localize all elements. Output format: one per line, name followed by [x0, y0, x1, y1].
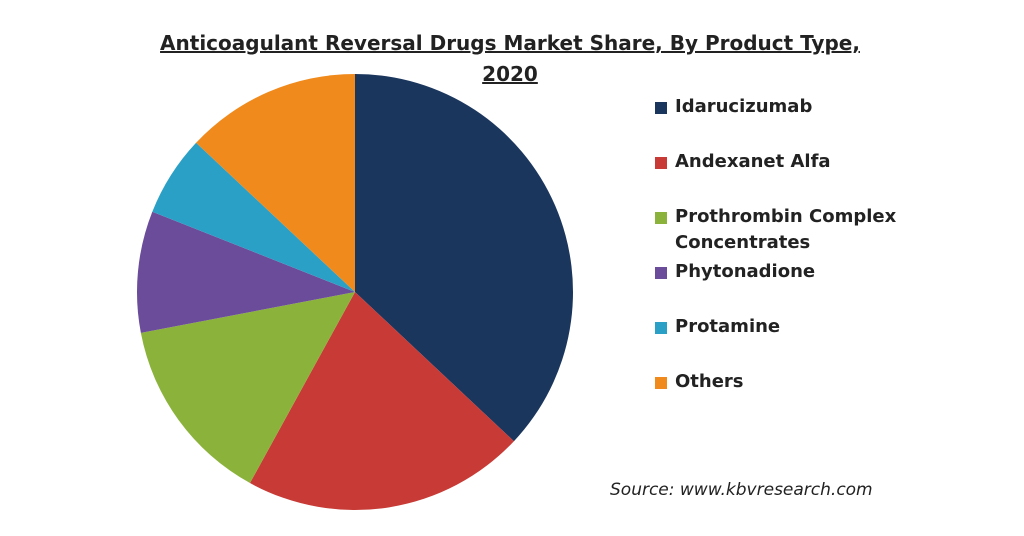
legend-swatch: [655, 377, 667, 389]
legend-item: Prothrombin Complex Concentrates: [655, 204, 955, 256]
pie-slice: [196, 74, 355, 292]
legend-item: Andexanet Alfa: [655, 149, 955, 175]
legend-label: Andexanet Alfa: [675, 151, 831, 172]
legend-swatch: [655, 267, 667, 279]
pie-slice: [355, 74, 573, 442]
source-note: Source: www.kbvresearch.com: [610, 480, 873, 500]
legend-item: Idarucizumab: [655, 94, 955, 120]
legend-swatch: [655, 212, 667, 224]
legend-item: Others: [655, 369, 955, 395]
pie-slice: [140, 292, 355, 484]
legend-item: Phytonadione: [655, 259, 955, 285]
pie-slice: [249, 292, 514, 510]
pie-slice: [152, 142, 355, 292]
legend-label: Protamine: [675, 316, 781, 337]
legend-label: Others: [675, 371, 744, 392]
pie-slice: [137, 211, 355, 333]
legend-swatch: [655, 157, 667, 169]
chart-title: Anticoagulant Reversal Drugs Market Shar…: [160, 31, 860, 86]
legend-label: Idarucizumab: [675, 96, 813, 117]
legend-item: Protamine: [655, 314, 955, 340]
legend-label: Prothrombin Complex Concentrates: [675, 206, 897, 253]
legend-swatch: [655, 102, 667, 114]
legend-label: Phytonadione: [675, 261, 816, 282]
legend-swatch: [655, 322, 667, 334]
